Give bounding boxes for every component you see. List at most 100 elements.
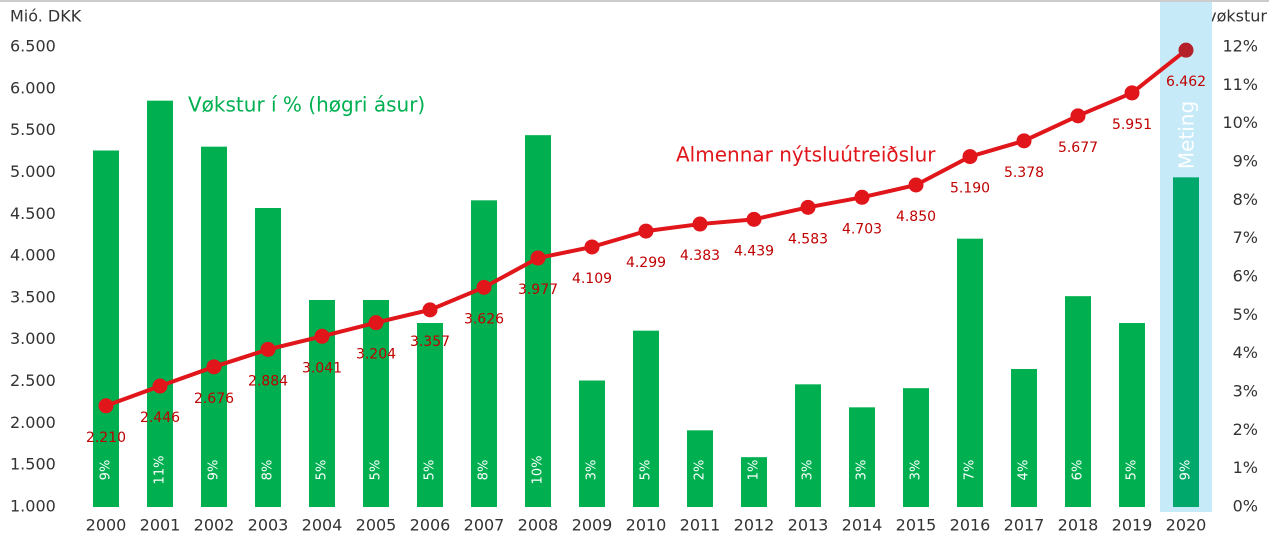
bar <box>849 407 875 507</box>
bar-label: 6% <box>1071 460 1086 481</box>
bar <box>525 135 551 507</box>
point <box>368 315 384 331</box>
point <box>1070 108 1086 124</box>
bar-label: 9% <box>99 460 114 481</box>
point-label: 2.884 <box>248 373 288 389</box>
x-tick-label: 2009 <box>572 516 613 535</box>
x-tick-label: 2012 <box>734 516 775 535</box>
x-tick-label: 2010 <box>626 516 667 535</box>
x-tick-label: 2019 <box>1112 516 1153 535</box>
y2-tick-label: 0% <box>1233 497 1258 516</box>
bar <box>1011 369 1037 507</box>
y2-tick-label: 2% <box>1233 420 1258 439</box>
point <box>1016 133 1032 149</box>
bar-label: 8% <box>477 460 492 481</box>
point <box>206 359 222 375</box>
bar <box>633 330 659 507</box>
x-tick-label: 2003 <box>248 516 289 535</box>
bar <box>147 100 173 508</box>
point <box>584 239 600 255</box>
series-label: Almennar nýtsluútreiðslur <box>676 143 936 167</box>
bar <box>93 150 119 507</box>
point-label: 4.109 <box>572 271 612 287</box>
y-tick-label: 4.000 <box>10 246 56 265</box>
y2-tick-label: 3% <box>1233 382 1258 401</box>
point <box>800 199 816 215</box>
bar-label: 4% <box>1017 460 1032 481</box>
bar-label: 3% <box>801 460 816 481</box>
y2-tick-label: 9% <box>1233 152 1258 171</box>
bar-label: 5% <box>369 460 384 481</box>
y-axis-title: Mió. DKK <box>10 7 82 26</box>
point <box>1178 42 1194 58</box>
bar <box>201 146 227 507</box>
bar-label: 5% <box>1125 460 1140 481</box>
y-tick-label: 5.000 <box>10 162 56 181</box>
point <box>692 216 708 232</box>
bar-label: 3% <box>585 460 600 481</box>
bar-label: 9% <box>1179 460 1194 481</box>
x-tick-label: 2004 <box>302 516 343 535</box>
y2-tick-label: 10% <box>1222 113 1258 132</box>
bar <box>795 384 821 507</box>
bar-label: 1% <box>747 460 762 481</box>
x-tick-label: 2016 <box>950 516 991 535</box>
y2-tick-label: 4% <box>1233 343 1258 362</box>
y2-tick-label: 8% <box>1233 190 1258 209</box>
x-tick-label: 2018 <box>1058 516 1099 535</box>
point <box>314 328 330 344</box>
bar-label: 5% <box>423 460 438 481</box>
y2-tick-label: 12% <box>1222 37 1258 56</box>
point-label: 3.977 <box>518 282 558 298</box>
point-label: 6.462 <box>1166 74 1206 90</box>
bar-label: 5% <box>639 460 654 481</box>
point-label: 5.190 <box>950 181 990 197</box>
y2-tick-label: 6% <box>1233 267 1258 286</box>
y2-tick-label: 11% <box>1222 75 1258 94</box>
y-tick-label: 3.000 <box>10 329 56 348</box>
y-tick-label: 2.000 <box>10 413 56 432</box>
forecast-label: Meting <box>1175 101 1199 169</box>
y-tick-label: 6.000 <box>10 78 56 97</box>
bar-label: 5% <box>315 460 330 481</box>
y-tick-label: 3.500 <box>10 287 56 306</box>
point <box>746 211 762 227</box>
point <box>260 341 276 357</box>
y2-tick-label: 7% <box>1233 228 1258 247</box>
point-label: 4.583 <box>788 231 828 247</box>
bar <box>363 300 389 507</box>
x-tick-label: 2001 <box>140 516 181 535</box>
point-label: 3.041 <box>302 360 342 376</box>
bar-label: 2% <box>693 460 708 481</box>
y-tick-label: 6.500 <box>10 37 56 56</box>
x-tick-label: 2006 <box>410 516 451 535</box>
point <box>98 398 114 414</box>
x-tick-label: 2017 <box>1004 516 1045 535</box>
bar <box>903 388 929 507</box>
x-tick-label: 2007 <box>464 516 505 535</box>
y2-tick-label: 1% <box>1233 458 1258 477</box>
x-tick-label: 2008 <box>518 516 559 535</box>
point-label: 5.378 <box>1004 165 1044 181</box>
point <box>476 279 492 295</box>
x-tick-label: 2014 <box>842 516 883 535</box>
y-tick-label: 5.500 <box>10 120 56 139</box>
x-tick-label: 2020 <box>1166 516 1207 535</box>
series-label: Vøkstur í % (høgri ásur) <box>188 93 425 117</box>
point-label: 2.210 <box>86 430 126 446</box>
point <box>530 250 546 266</box>
bar <box>579 380 605 507</box>
point <box>152 378 168 394</box>
bar <box>687 430 713 507</box>
bar <box>471 200 497 508</box>
point <box>854 189 870 205</box>
x-tick-label: 2000 <box>86 516 127 535</box>
point <box>908 177 924 193</box>
bar-label: 10% <box>531 456 546 485</box>
point <box>1124 85 1140 101</box>
point-label: 5.951 <box>1112 117 1152 133</box>
bar-label: 7% <box>963 460 978 481</box>
bar-label: 9% <box>207 460 222 481</box>
bar-label: 3% <box>855 460 870 481</box>
